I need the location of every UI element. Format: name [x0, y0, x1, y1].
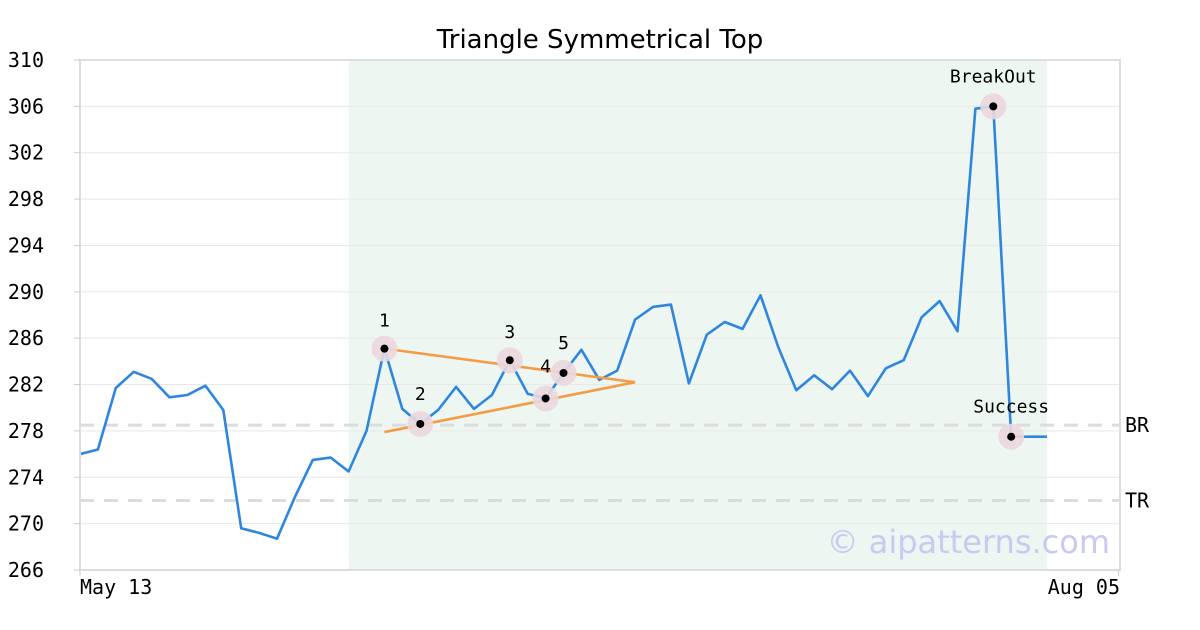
- pattern-point-label: BreakOut: [950, 66, 1037, 87]
- axes: 266 270 274 278 282 286 290 294 298 302 306 310 May …: [8, 48, 1120, 599]
- y-tick-label: 270: [8, 512, 44, 536]
- y-tick-label: 302: [8, 141, 44, 165]
- pattern-point: [989, 102, 998, 111]
- pattern-region: [348, 60, 1048, 570]
- watermark: © aipatterns.com: [827, 523, 1110, 561]
- reference-label: BR: [1125, 413, 1150, 437]
- pattern-point: [380, 344, 389, 353]
- y-tick-label: 290: [8, 280, 44, 304]
- reference-label: TR: [1125, 488, 1150, 512]
- pattern-point: [1007, 432, 1016, 441]
- y-tick-label: 274: [8, 465, 44, 489]
- pattern-point: [416, 419, 425, 428]
- reference-lines: BR TR: [80, 413, 1150, 512]
- y-tick-label: 310: [8, 48, 44, 72]
- y-tick-label: 286: [8, 326, 44, 350]
- pattern-point-label: 4: [540, 356, 551, 377]
- y-tick-label: 294: [8, 233, 44, 257]
- y-tick-label: 298: [8, 187, 44, 211]
- pattern-points: 1 2 3 45 BreakOut Success: [371, 66, 1049, 450]
- y-tick-label: 306: [8, 94, 44, 118]
- pattern-point-label: 2: [415, 384, 426, 405]
- pattern-point-label: 5: [558, 333, 569, 354]
- x-tick-label: Aug 05: [1048, 575, 1120, 599]
- y-tick-label: 282: [8, 373, 44, 397]
- pattern-point-label: 3: [504, 322, 515, 343]
- pattern-point-label: 1: [379, 311, 390, 332]
- y-tick-label: 278: [8, 419, 44, 443]
- pattern-point-label: Success: [973, 397, 1049, 418]
- x-tick-label: May 13: [80, 575, 152, 599]
- chart-title: Triangle Symmetrical Top: [436, 25, 764, 55]
- plot-frame: [79, 59, 1121, 571]
- pattern-point: [541, 394, 550, 403]
- pattern-point: [505, 356, 514, 365]
- y-tick-label: 266: [8, 558, 44, 582]
- pattern-point: [559, 368, 568, 377]
- plot-background: [348, 60, 1048, 570]
